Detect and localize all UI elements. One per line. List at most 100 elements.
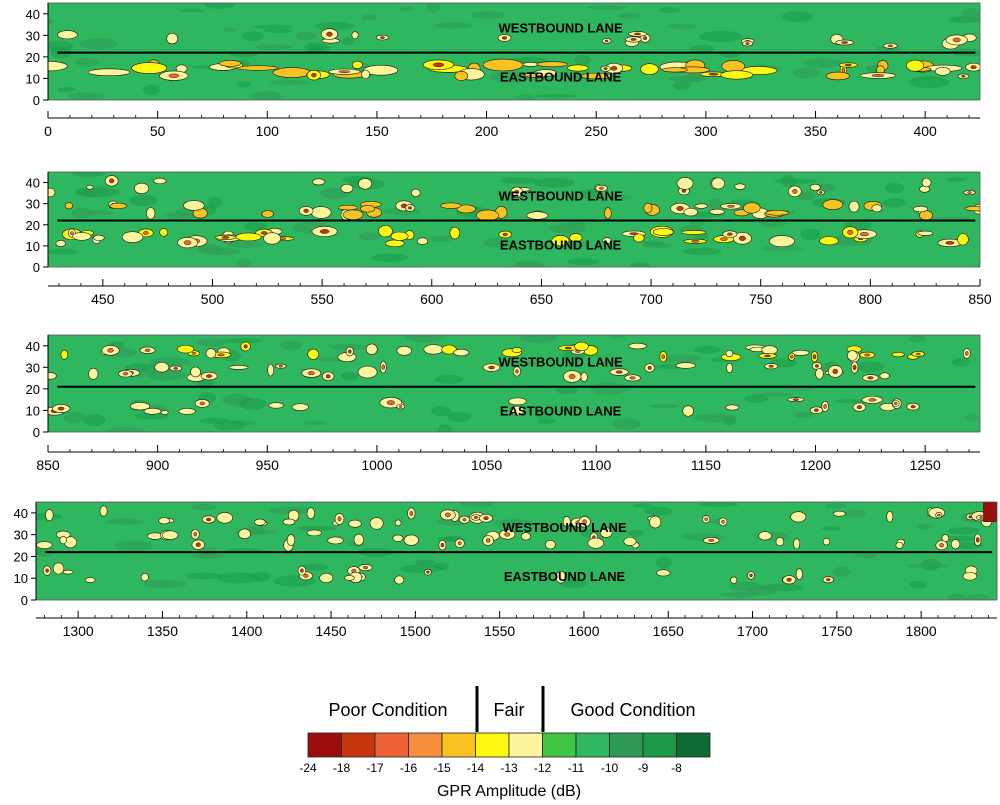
amplitude-cell — [513, 260, 545, 267]
amplitude-cell — [649, 515, 662, 529]
x-tick-label: 550 — [310, 291, 334, 307]
amplitude-cell — [353, 533, 364, 546]
amplitude-cell — [847, 350, 858, 361]
condition-label-good: Good Condition — [570, 700, 695, 720]
amplitude-cell — [426, 570, 430, 574]
amplitude-cell — [434, 375, 464, 384]
amplitude-cell — [385, 239, 405, 248]
amplitude-cell — [176, 344, 195, 354]
amplitude-cell — [191, 552, 225, 560]
amplitude-cell — [952, 357, 971, 367]
amplitude-cell — [114, 540, 153, 552]
amplitude-cell — [261, 210, 274, 218]
x-tick-label: 1650 — [653, 623, 684, 639]
amplitude-cell — [57, 406, 65, 411]
amplitude-cell — [99, 505, 108, 517]
westbound-lane-label: WESTBOUND LANE — [498, 189, 623, 204]
heatmap-background — [36, 502, 997, 600]
amplitude-cell — [628, 342, 647, 350]
colorbar-swatch — [341, 732, 376, 758]
amplitude-cell — [689, 44, 716, 53]
amplitude-cell — [719, 591, 758, 598]
amplitude-cell — [134, 412, 169, 420]
amplitude-cell — [526, 211, 549, 220]
amplitude-cell — [358, 232, 381, 241]
amplitude-cell — [340, 183, 354, 193]
amplitude-cell — [311, 72, 317, 78]
y-tick-label: 40 — [14, 506, 28, 521]
x-tick-label: 400 — [913, 123, 937, 139]
amplitude-cell — [272, 67, 312, 78]
amplitude-cell — [470, 11, 506, 19]
amplitude-cell — [826, 578, 831, 582]
amplitude-cell — [555, 386, 579, 395]
amplitude-cell — [357, 365, 378, 379]
colorbar-swatch — [575, 732, 610, 758]
colorbar-tick-label: -13 — [500, 761, 518, 775]
amplitude-cell — [199, 401, 206, 406]
amplitude-cell — [190, 366, 201, 378]
amplitude-cell — [615, 370, 623, 374]
amplitude-cell — [952, 37, 961, 43]
amplitude-cell — [656, 569, 671, 577]
amplitude-cell — [536, 61, 568, 68]
x-tick-label: 150 — [365, 123, 389, 139]
x-tick-label: 850 — [36, 457, 60, 473]
amplitude-cell — [975, 537, 980, 543]
amplitude-cell — [348, 519, 362, 528]
amplitude-cell — [48, 19, 54, 24]
amplitude-cell — [853, 552, 879, 558]
amplitude-cell — [515, 94, 536, 100]
amplitude-cell — [326, 31, 333, 37]
x-tick-label: 0 — [44, 123, 52, 139]
amplitude-cell — [727, 232, 733, 236]
colorbar-tick-label: -15 — [433, 761, 451, 775]
amplitude-cell — [140, 572, 149, 582]
amplitude-cell — [609, 335, 625, 339]
amplitude-cell — [238, 528, 251, 540]
amplitude-cell — [62, 569, 74, 575]
amplitude-cell — [722, 416, 736, 426]
amplitude-cell — [832, 368, 839, 375]
amplitude-cell — [291, 403, 309, 411]
amplitude-cell — [906, 59, 925, 72]
colorbar-swatch — [408, 732, 443, 758]
amplitude-cell — [173, 367, 179, 370]
amplitude-cell — [632, 503, 653, 508]
amplitude-cell — [797, 191, 816, 201]
amplitude-cell — [765, 210, 790, 216]
amplitude-cell — [793, 67, 819, 79]
amplitude-cell — [278, 364, 283, 368]
amplitude-cell — [444, 512, 451, 518]
amplitude-cell — [809, 183, 821, 191]
amplitude-cell — [307, 348, 320, 360]
amplitude-cell — [562, 515, 571, 528]
amplitude-cell — [887, 44, 894, 48]
amplitude-cell — [488, 365, 495, 370]
x-tick-label: 1800 — [906, 623, 937, 639]
amplitude-cell — [815, 364, 819, 368]
amplitude-cell — [64, 202, 73, 210]
amplitude-cell — [535, 94, 578, 99]
amplitude-cell — [109, 202, 127, 209]
amplitude-cell — [255, 44, 292, 50]
eastbound-lane-label: EASTBOUND LANE — [500, 70, 622, 85]
amplitude-cell — [603, 67, 608, 70]
amplitude-cell — [762, 245, 804, 251]
amplitude-cell — [143, 84, 160, 96]
amplitude-cell — [160, 410, 169, 415]
amplitude-cell — [121, 231, 144, 243]
amplitude-cell — [518, 335, 558, 343]
amplitude-cell — [60, 349, 69, 360]
amplitude-cell — [237, 80, 251, 88]
colorbar-swatch — [642, 732, 677, 758]
amplitude-cell — [390, 231, 409, 241]
amplitude-cell — [183, 240, 192, 245]
amplitude-cell — [683, 207, 699, 217]
amplitude-cell — [744, 394, 768, 403]
amplitude-cell — [629, 376, 636, 380]
amplitude-cell — [362, 566, 369, 570]
amplitude-cell — [509, 405, 525, 416]
amplitude-cell — [473, 516, 478, 519]
amplitude-cell — [440, 542, 445, 548]
